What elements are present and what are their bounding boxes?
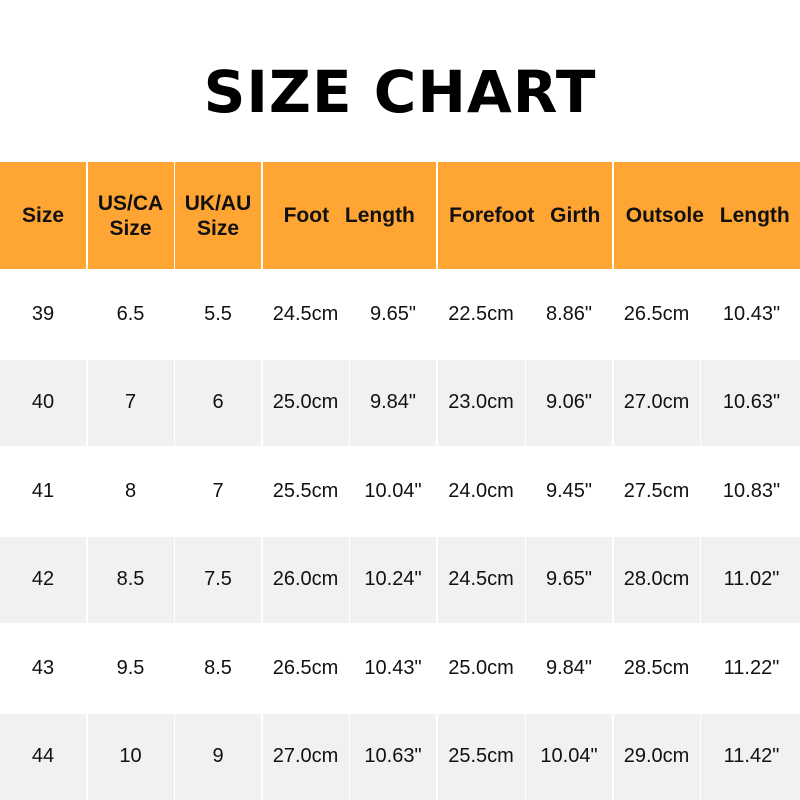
header-forefoot-girth: Forefoot Girth [437,162,612,269]
table-cell: 25.0cm [262,359,349,446]
table-cell: 10.43" [701,271,800,358]
table-cell: 10.83" [701,448,800,535]
table-cell: 23.0cm [437,359,525,446]
table-cell: 6.5 [87,271,174,358]
table-cell: 10.43" [350,625,436,712]
table-cell: 9.65" [526,536,612,623]
table-cell: 39 [0,271,86,358]
header-us-ca-size: US/CA Size [87,162,174,269]
table-cell: 8.86" [526,271,612,358]
table-cell: 8.5 [175,625,261,712]
header-uk-au-size: UK/AU Size [175,162,261,269]
table-cell: 7.5 [175,536,261,623]
table-cell: 9.45" [526,448,612,535]
table-cell: 9.06" [526,359,612,446]
size-chart-table: Size US/CA Size UK/AU Size Foot Length F… [0,162,800,800]
header-foot-length: Foot Length [262,162,436,269]
table-cell: 11.22" [701,625,800,712]
table-cell: 29.0cm [613,713,700,800]
table-cell: 27.0cm [613,359,700,446]
table-cell: 11.02" [701,536,800,623]
table-cell: 11.42" [701,713,800,800]
table-cell: 22.5cm [437,271,525,358]
table-cell: 27.0cm [262,713,349,800]
table-cell: 9.84" [350,359,436,446]
table-cell: 6 [175,359,261,446]
table-cell: 8.5 [87,536,174,623]
table-cell: 10.63" [701,359,800,446]
table-cell: 40 [0,359,86,446]
table-cell: 9.84" [526,625,612,712]
table-cell: 27.5cm [613,448,700,535]
table-cell: 5.5 [175,271,261,358]
table-cell: 24.0cm [437,448,525,535]
table-cell: 10.63" [350,713,436,800]
header-size: Size [0,162,86,269]
table-cell: 25.0cm [437,625,525,712]
table-cell: 9.5 [87,625,174,712]
table-cell: 7 [87,359,174,446]
table-cell: 41 [0,448,86,535]
table-cell: 44 [0,713,86,800]
table-cell: 7 [175,448,261,535]
table-cell: 43 [0,625,86,712]
table-cell: 42 [0,536,86,623]
table-cell: 28.0cm [613,536,700,623]
table-cell: 24.5cm [262,271,349,358]
table-cell: 9.65" [350,271,436,358]
table-cell: 9 [175,713,261,800]
table-cell: 28.5cm [613,625,700,712]
table-cell: 26.0cm [262,536,349,623]
table-cell: 26.5cm [262,625,349,712]
page-title: SIZE CHART [203,58,597,126]
header-outsole-length: Outsole Length [613,162,800,269]
table-cell: 25.5cm [262,448,349,535]
table-cell: 25.5cm [437,713,525,800]
table-cell: 10 [87,713,174,800]
table-cell: 10.24" [350,536,436,623]
table-cell: 26.5cm [613,271,700,358]
table-cell: 10.04" [350,448,436,535]
table-cell: 24.5cm [437,536,525,623]
table-cell: 10.04" [526,713,612,800]
table-cell: 8 [87,448,174,535]
